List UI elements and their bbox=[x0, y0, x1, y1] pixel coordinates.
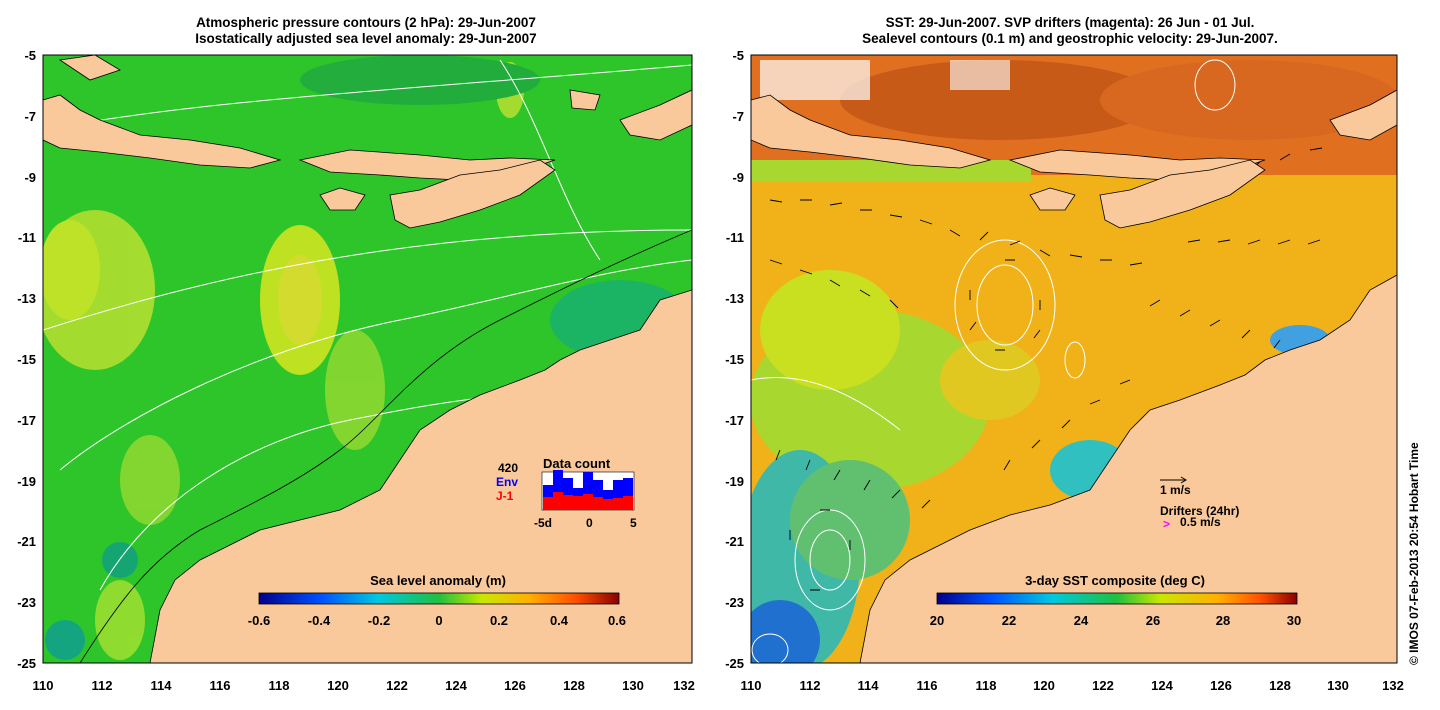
sla-tick-4: 0 bbox=[435, 613, 442, 628]
svg-text:-17: -17 bbox=[17, 413, 36, 428]
velocity-scale-label: 1 m/s bbox=[1160, 483, 1191, 497]
svg-text:-19: -19 bbox=[725, 474, 744, 489]
svg-text:130: 130 bbox=[622, 678, 644, 693]
sla-tick-2: -0.4 bbox=[308, 613, 331, 628]
sst-tick-3: 24 bbox=[1074, 613, 1089, 628]
data-count-bars bbox=[543, 470, 633, 510]
sst-tick-6: 30 bbox=[1287, 613, 1301, 628]
sla-tick-1: -0.6 bbox=[248, 613, 270, 628]
svg-text:-11: -11 bbox=[18, 230, 36, 245]
svg-text:-5: -5 bbox=[732, 48, 744, 63]
left-title-line2: Isostatically adjusted sea level anomaly… bbox=[195, 31, 536, 46]
j1-label: J-1 bbox=[496, 489, 514, 503]
left-title-line1: Atmospheric pressure contours (2 hPa): 2… bbox=[196, 15, 536, 30]
svg-text:-9: -9 bbox=[732, 170, 744, 185]
sla-tick-6: 0.4 bbox=[550, 613, 569, 628]
svg-text:124: 124 bbox=[445, 678, 467, 693]
copyright-text: © IMOS 07-Feb-2013 20:54 Hobart Time bbox=[1407, 442, 1421, 665]
svg-text:132: 132 bbox=[673, 678, 695, 693]
data-count-tick-2: 0 bbox=[586, 516, 593, 530]
left-lat-axis: -5 -7 -9 -11 -13 -15 -17 -19 -21 -23 -25 bbox=[17, 48, 36, 671]
sst-tick-4: 26 bbox=[1146, 613, 1160, 628]
right-sst-field bbox=[751, 55, 1397, 663]
svg-text:124: 124 bbox=[1151, 678, 1173, 693]
svg-text:116: 116 bbox=[210, 678, 231, 693]
right-map-panel: SST: 29-Jun-2007. SVP drifters (magenta)… bbox=[725, 15, 1404, 693]
svg-text:-9: -9 bbox=[24, 170, 36, 185]
svg-text:116: 116 bbox=[917, 678, 938, 693]
svg-text:-23: -23 bbox=[725, 595, 744, 610]
right-title-line2: Sealevel contours (0.1 m) and geostrophi… bbox=[862, 31, 1278, 46]
env-label: Env bbox=[496, 475, 518, 489]
sla-tick-5: 0.2 bbox=[490, 613, 508, 628]
svg-text:-5: -5 bbox=[24, 48, 36, 63]
left-lon-axis: 110 112 114 116 118 120 122 124 126 128 … bbox=[33, 678, 695, 693]
svg-text:114: 114 bbox=[151, 678, 173, 693]
svg-text:112: 112 bbox=[800, 678, 821, 693]
svg-text:122: 122 bbox=[1092, 678, 1114, 693]
svg-text:128: 128 bbox=[1269, 678, 1291, 693]
left-frame bbox=[42, 54, 693, 664]
svg-text:-17: -17 bbox=[725, 413, 744, 428]
svg-text:-7: -7 bbox=[732, 109, 744, 124]
data-count-inset: 420 Env J-1 Data count -5d 0 5 bbox=[496, 456, 637, 530]
svg-text:-21: -21 bbox=[17, 534, 36, 549]
data-count-max: 420 bbox=[498, 461, 518, 475]
svg-text:130: 130 bbox=[1327, 678, 1349, 693]
svg-text:-25: -25 bbox=[725, 656, 744, 671]
data-count-title: Data count bbox=[543, 456, 611, 471]
right-title-line1: SST: 29-Jun-2007. SVP drifters (magenta)… bbox=[886, 15, 1255, 30]
svg-text:128: 128 bbox=[563, 678, 585, 693]
svg-text:122: 122 bbox=[386, 678, 408, 693]
data-count-tick-3: 5 bbox=[630, 516, 637, 530]
sla-tick-3: -0.2 bbox=[368, 613, 390, 628]
svg-text:-13: -13 bbox=[17, 291, 36, 306]
svg-text:112: 112 bbox=[92, 678, 113, 693]
velocity-legend: 1 m/s Drifters (24hr) > 0.5 m/s bbox=[1160, 476, 1239, 531]
svg-text:-7: -7 bbox=[24, 109, 36, 124]
svg-text:118: 118 bbox=[269, 678, 290, 693]
svg-text:120: 120 bbox=[327, 678, 349, 693]
data-count-tick-1: -5d bbox=[534, 516, 552, 530]
svg-text:-25: -25 bbox=[17, 656, 36, 671]
sla-tick-7: 0.6 bbox=[608, 613, 626, 628]
svg-text:118: 118 bbox=[976, 678, 997, 693]
svg-text:-19: -19 bbox=[17, 474, 36, 489]
svg-text:132: 132 bbox=[1382, 678, 1404, 693]
sst-tick-5: 28 bbox=[1216, 613, 1230, 628]
drifter-speed-label: 0.5 m/s bbox=[1180, 515, 1221, 529]
svg-text:126: 126 bbox=[1210, 678, 1232, 693]
sla-colorbar: Sea level anomaly (m) -0.6 -0.4 -0.2 0 0… bbox=[248, 573, 626, 628]
svg-text:126: 126 bbox=[504, 678, 526, 693]
right-land bbox=[751, 89, 1397, 663]
svg-text:-21: -21 bbox=[725, 534, 744, 549]
sst-tick-2: 22 bbox=[1002, 613, 1016, 628]
svg-text:-23: -23 bbox=[17, 595, 36, 610]
left-sla-field bbox=[43, 55, 690, 660]
svg-text:114: 114 bbox=[858, 678, 880, 693]
sst-tick-1: 20 bbox=[930, 613, 944, 628]
right-sealevel-contours bbox=[751, 59, 1236, 663]
svg-text:-13: -13 bbox=[725, 291, 744, 306]
svg-text:110: 110 bbox=[33, 678, 54, 693]
drifters-label: Drifters (24hr) bbox=[1160, 504, 1239, 518]
svg-text:-15: -15 bbox=[725, 352, 744, 367]
right-frame bbox=[750, 54, 1398, 664]
sla-colorbar-label: Sea level anomaly (m) bbox=[370, 573, 506, 588]
sst-colorbar-label: 3-day SST composite (deg C) bbox=[1025, 573, 1205, 588]
left-bathymetry-contour bbox=[79, 229, 692, 663]
sst-colorbar: 3-day SST composite (deg C) 20 22 24 26 … bbox=[930, 573, 1301, 628]
left-land bbox=[43, 55, 692, 663]
svg-text:-11: -11 bbox=[726, 230, 744, 245]
svg-text:110: 110 bbox=[741, 678, 762, 693]
svg-text:120: 120 bbox=[1033, 678, 1055, 693]
right-lon-axis: 110 112 114 116 118 120 122 124 126 128 … bbox=[741, 678, 1404, 693]
drifter-marker: > bbox=[1163, 517, 1170, 531]
left-map-panel: Atmospheric pressure contours (2 hPa): 2… bbox=[17, 15, 695, 693]
right-lat-axis: -5 -7 -9 -11 -13 -15 -17 -19 -21 -23 -25 bbox=[725, 48, 744, 671]
svg-text:-15: -15 bbox=[17, 352, 36, 367]
